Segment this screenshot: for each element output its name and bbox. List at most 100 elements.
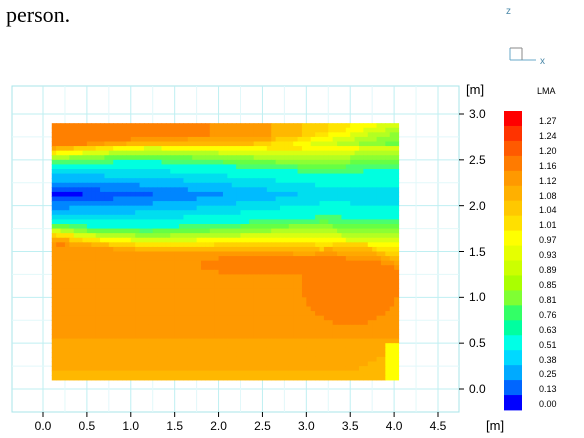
contour-cell bbox=[354, 288, 360, 294]
contour-cell bbox=[170, 370, 176, 376]
contour-cell bbox=[389, 178, 395, 184]
contour-cell bbox=[157, 178, 163, 184]
contour-cell bbox=[69, 260, 75, 266]
contour-cell bbox=[310, 324, 316, 331]
contour-cell bbox=[56, 237, 62, 243]
contour-cell bbox=[218, 279, 224, 285]
contour-cell bbox=[367, 132, 373, 138]
contour-cell bbox=[240, 334, 246, 340]
contour-cell bbox=[262, 366, 268, 372]
contour-cell bbox=[258, 127, 264, 133]
contour-cell bbox=[69, 375, 75, 381]
colorbar-label: 1.08 bbox=[539, 190, 557, 201]
contour-cell bbox=[73, 251, 79, 257]
contour-cell bbox=[157, 146, 163, 152]
contour-cell bbox=[293, 146, 299, 152]
contour-cell bbox=[139, 274, 145, 280]
contour-cell bbox=[385, 132, 391, 138]
contour-cell bbox=[218, 292, 224, 298]
contour-cell bbox=[222, 141, 228, 147]
contour-cell bbox=[108, 306, 114, 312]
contour-cell bbox=[249, 297, 255, 303]
contour-cell bbox=[187, 228, 193, 234]
contour-cell bbox=[280, 127, 285, 133]
contour-cell bbox=[122, 375, 127, 381]
contour-cell bbox=[117, 205, 123, 211]
contour-cell bbox=[183, 366, 189, 372]
contour-cell bbox=[240, 182, 246, 188]
contour-cell bbox=[122, 269, 127, 276]
contour-cell bbox=[209, 251, 215, 257]
contour-cell bbox=[376, 237, 382, 243]
contour-cell bbox=[91, 146, 97, 152]
contour-cell bbox=[152, 187, 158, 193]
contour-cell bbox=[56, 301, 62, 308]
contour-cell bbox=[231, 370, 237, 376]
contour-cell bbox=[376, 265, 382, 271]
contour-cell bbox=[337, 260, 343, 266]
contour-cell bbox=[122, 210, 127, 216]
contour-cell bbox=[56, 159, 62, 166]
contour-cell bbox=[376, 338, 382, 344]
contour-cell bbox=[165, 366, 171, 372]
contour-cell bbox=[354, 136, 360, 143]
contour-cell bbox=[372, 265, 378, 271]
contour-cell bbox=[152, 159, 158, 166]
contour-cell bbox=[341, 155, 347, 161]
contour-cell bbox=[218, 164, 224, 170]
contour-cell bbox=[73, 311, 79, 317]
contour-cell bbox=[51, 375, 57, 381]
contour-cell bbox=[332, 246, 338, 253]
contour-cell bbox=[297, 320, 303, 326]
contour-cell bbox=[372, 132, 378, 138]
contour-cell bbox=[389, 301, 395, 308]
contour-cell bbox=[301, 366, 307, 372]
contour-cell bbox=[350, 228, 356, 234]
contour-cell bbox=[196, 123, 202, 129]
contour-cell bbox=[337, 169, 343, 175]
contour-cell bbox=[359, 182, 364, 188]
contour-cell bbox=[64, 132, 70, 138]
contour-cell bbox=[301, 356, 307, 363]
contour-cell bbox=[227, 269, 233, 276]
contour-cell bbox=[187, 347, 193, 353]
contour-cell bbox=[174, 136, 180, 143]
contour-cell bbox=[174, 251, 180, 257]
contour-cell bbox=[367, 242, 373, 248]
contour-cell bbox=[152, 136, 158, 143]
contour-cell bbox=[288, 292, 294, 298]
y-tick-label: 2.5 bbox=[469, 152, 486, 167]
contour-cell bbox=[95, 219, 101, 225]
contour-cell bbox=[280, 315, 285, 321]
contour-cell bbox=[328, 256, 334, 262]
contour-cell bbox=[51, 178, 57, 184]
contour-cell bbox=[271, 297, 277, 303]
contour-cell bbox=[157, 159, 163, 166]
contour-cell bbox=[271, 214, 277, 221]
contour-cell bbox=[148, 324, 154, 331]
contour-cell bbox=[143, 173, 149, 179]
contour-cell bbox=[328, 279, 334, 285]
contour-cell bbox=[363, 246, 369, 253]
contour-cell bbox=[376, 288, 382, 294]
contour-cell bbox=[284, 265, 290, 271]
contour-cell bbox=[130, 292, 136, 298]
contour-cell bbox=[161, 242, 167, 248]
contour-cell bbox=[91, 334, 97, 340]
contour-cell bbox=[275, 159, 281, 166]
contour-cell bbox=[310, 311, 316, 317]
contour-cell bbox=[293, 201, 299, 207]
contour-cell bbox=[192, 265, 198, 271]
contour-cell bbox=[91, 233, 97, 239]
contour-cell bbox=[236, 324, 242, 331]
contour-cell bbox=[183, 274, 189, 280]
contour-cell bbox=[183, 269, 189, 276]
contour-cell bbox=[341, 242, 347, 248]
contour-cell bbox=[363, 260, 369, 266]
contour-cell bbox=[179, 178, 185, 184]
contour-cell bbox=[135, 283, 141, 289]
contour-cell bbox=[253, 141, 259, 147]
contour-cell bbox=[60, 274, 66, 280]
contour-cell bbox=[389, 127, 395, 133]
contour-cell bbox=[222, 187, 228, 193]
